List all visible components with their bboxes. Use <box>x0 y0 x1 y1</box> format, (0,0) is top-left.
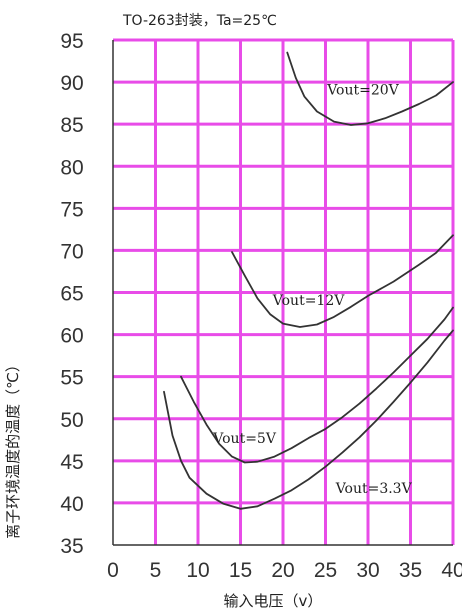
series-labels: Vout=20V Vout=12V Vout=5V Vout=3.3V <box>212 83 412 497</box>
x-tick-label: 35 <box>399 559 422 582</box>
x-tick-label: 40 <box>441 559 462 582</box>
y-axis-label: 离子环境温度的温度（℃） <box>4 357 22 539</box>
y-tick-label: 55 <box>60 367 83 390</box>
x-tick-label: 10 <box>186 559 209 582</box>
x-tick-label: 30 <box>356 559 379 582</box>
series-label-1: Vout=12V <box>272 293 345 309</box>
y-tick-label: 50 <box>60 409 83 432</box>
series-line-3 <box>163 329 454 510</box>
y-tick-labels: 35 40 45 50 55 60 65 70 75 80 85 90 95 <box>60 30 83 558</box>
y-tick-label: 85 <box>60 114 83 137</box>
y-tick-label: 40 <box>60 493 83 516</box>
x-axis-label: 输入电压（v） <box>224 592 323 610</box>
y-tick-label: 80 <box>60 156 83 179</box>
x-tick-label: 15 <box>229 559 252 582</box>
x-tick-label: 20 <box>271 559 294 582</box>
y-tick-label: 75 <box>60 198 83 221</box>
series-lines <box>163 51 454 510</box>
y-tick-label: 65 <box>60 283 83 306</box>
x-tick-label: 5 <box>150 559 162 582</box>
y-tick-label: 70 <box>60 240 83 263</box>
y-tick-label: 35 <box>60 535 83 558</box>
series-label-0: Vout=20V <box>326 83 399 99</box>
y-tick-label: 95 <box>60 30 83 53</box>
series-line-2 <box>180 306 454 464</box>
series-line-0 <box>286 51 454 126</box>
series-label-2: Vout=5V <box>212 431 277 447</box>
x-tick-label: 25 <box>314 559 337 582</box>
series-line-1 <box>231 234 454 328</box>
y-tick-label: 60 <box>60 325 83 348</box>
x-tick-label: 0 <box>107 559 119 582</box>
y-tick-label: 90 <box>60 72 83 95</box>
chart-title: TO-263封装，Ta=25℃ <box>122 13 277 29</box>
x-tick-labels: 0 5 10 15 20 25 30 35 40 <box>107 559 462 582</box>
y-tick-label: 45 <box>60 451 83 474</box>
series-label-3: Vout=3.3V <box>335 481 413 497</box>
